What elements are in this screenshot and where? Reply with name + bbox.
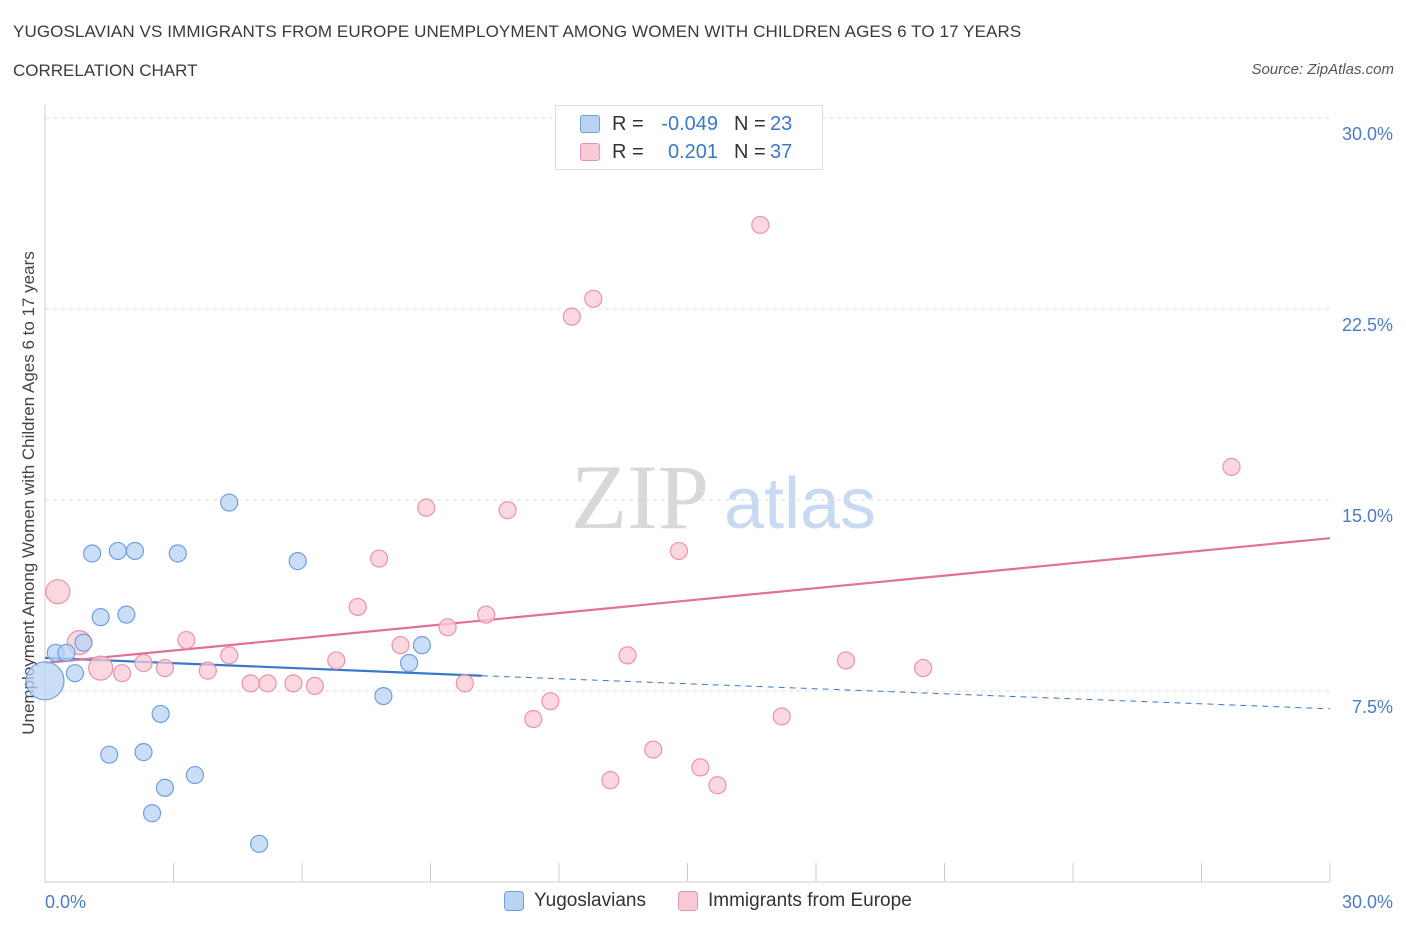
tick-labels: 7.5% 15.0% 22.5% 30.0% 0.0% 30.0%: [45, 124, 1393, 912]
point-yugoslavian: [155, 778, 175, 797]
legend-swatch-pink: [580, 143, 600, 161]
trend-line-yugoslavians: [44, 656, 482, 677]
n-label: N =: [734, 112, 766, 135]
point-yugoslavian: [117, 605, 136, 624]
legend-swatch-blue: [580, 115, 600, 133]
axes: [44, 105, 1331, 883]
point-yugoslavian: [168, 544, 187, 563]
point-immigrant: [669, 541, 689, 561]
point-yugoslavian: [25, 661, 65, 701]
point-yugoslavian: [100, 745, 119, 764]
point-immigrant: [112, 664, 132, 683]
legend-swatch-pink: [677, 891, 698, 911]
point-yugoslavian: [142, 804, 162, 823]
point-yugoslavian: [288, 552, 307, 571]
point-yugoslavian: [399, 653, 419, 673]
point-immigrant: [708, 776, 727, 795]
point-yugoslavian: [65, 664, 85, 683]
point-immigrant: [391, 636, 410, 655]
legend-item-immigrants[interactable]: Immigrants from Europe: [677, 890, 912, 912]
r-value: 0.201: [667, 140, 718, 163]
point-immigrant: [45, 579, 71, 605]
r-label: R =: [612, 140, 644, 163]
point-immigrant: [913, 658, 933, 678]
point-immigrant: [524, 709, 543, 729]
point-yugoslavian: [185, 765, 205, 785]
r-value: -0.049: [661, 112, 718, 135]
n-label: N =: [734, 140, 766, 163]
point-immigrant: [601, 771, 620, 790]
data-points: [25, 215, 1241, 853]
point-immigrant: [618, 646, 637, 665]
point-immigrant: [541, 692, 560, 711]
point-yugoslavian: [125, 541, 145, 561]
point-immigrant: [644, 740, 663, 759]
point-immigrant: [134, 653, 153, 673]
legend-row-immigrants: R = 0.201 N = 37: [580, 139, 792, 165]
point-immigrant: [258, 674, 277, 693]
point-yugoslavian: [83, 544, 102, 563]
point-immigrant: [562, 307, 581, 326]
point-immigrant: [1222, 457, 1241, 476]
trend-line-immigrants: [44, 537, 1331, 665]
watermark-zip: ZIP: [571, 446, 709, 548]
point-yugoslavian: [57, 643, 76, 662]
legend-label: Yugoslavians: [534, 890, 646, 911]
point-immigrant: [691, 758, 710, 777]
grid-lines: [45, 117, 1330, 692]
trend-lines: [44, 537, 1331, 710]
x-tick-label-max: 30.0%: [1342, 892, 1393, 912]
r-label: R =: [612, 112, 644, 135]
legend-label: Immigrants from Europe: [707, 890, 912, 911]
point-yugoslavian: [134, 743, 153, 762]
point-yugoslavian: [374, 686, 393, 706]
legend-swatch-blue: [504, 891, 524, 911]
point-immigrant: [417, 498, 436, 517]
legend-item-yugoslavians[interactable]: Yugoslavians: [504, 890, 646, 912]
point-immigrant: [438, 618, 457, 637]
point-immigrant: [155, 658, 175, 678]
point-immigrant: [198, 661, 217, 680]
watermark-atlas: atlas: [724, 464, 876, 544]
point-yugoslavian: [108, 541, 127, 561]
point-immigrant: [477, 605, 496, 624]
stats-legend: R = -0.049 N = 23 R = 0.201 N = 37: [555, 105, 823, 170]
point-immigrant: [498, 501, 517, 520]
point-immigrant: [370, 549, 389, 568]
y-tick-label: 22.5%: [1342, 315, 1393, 335]
point-yugoslavian: [412, 636, 432, 655]
point-immigrant: [284, 674, 303, 693]
point-immigrant: [772, 707, 791, 726]
point-immigrant: [305, 676, 324, 696]
point-yugoslavian: [250, 834, 269, 853]
n-value: 23: [770, 112, 793, 135]
point-yugoslavian: [220, 493, 239, 512]
n-value: 37: [770, 140, 793, 163]
point-immigrant: [177, 630, 196, 650]
point-yugoslavian: [151, 704, 170, 724]
x-tick-label-min: 0.0%: [45, 892, 86, 912]
point-immigrant: [220, 646, 239, 665]
point-yugoslavian: [74, 633, 93, 652]
series-legend: Yugoslavians Immigrants from Europe: [504, 890, 944, 912]
point-immigrant: [88, 655, 114, 681]
legend-row-yugoslavians: R = -0.049 N = 23: [580, 111, 792, 137]
point-immigrant: [241, 674, 260, 693]
point-immigrant: [455, 674, 474, 693]
source-note: Source: ZipAtlas.com: [1251, 61, 1394, 78]
point-immigrant: [348, 597, 367, 617]
y-tick-label: 30.0%: [1342, 124, 1393, 144]
trend-line-yugoslavians-extended: [481, 675, 1331, 710]
point-immigrant: [584, 289, 603, 308]
chart-title: YUGOSLAVIAN VS IMMIGRANTS FROM EUROPE UN…: [13, 22, 1022, 41]
y-tick-label: 15.0%: [1342, 506, 1393, 526]
point-immigrant: [751, 215, 770, 235]
chart-subtitle: CORRELATION CHART: [13, 61, 198, 80]
point-immigrant: [327, 651, 346, 670]
point-yugoslavian: [91, 608, 110, 627]
point-immigrant: [836, 651, 856, 670]
y-tick-label: 7.5%: [1352, 697, 1393, 717]
